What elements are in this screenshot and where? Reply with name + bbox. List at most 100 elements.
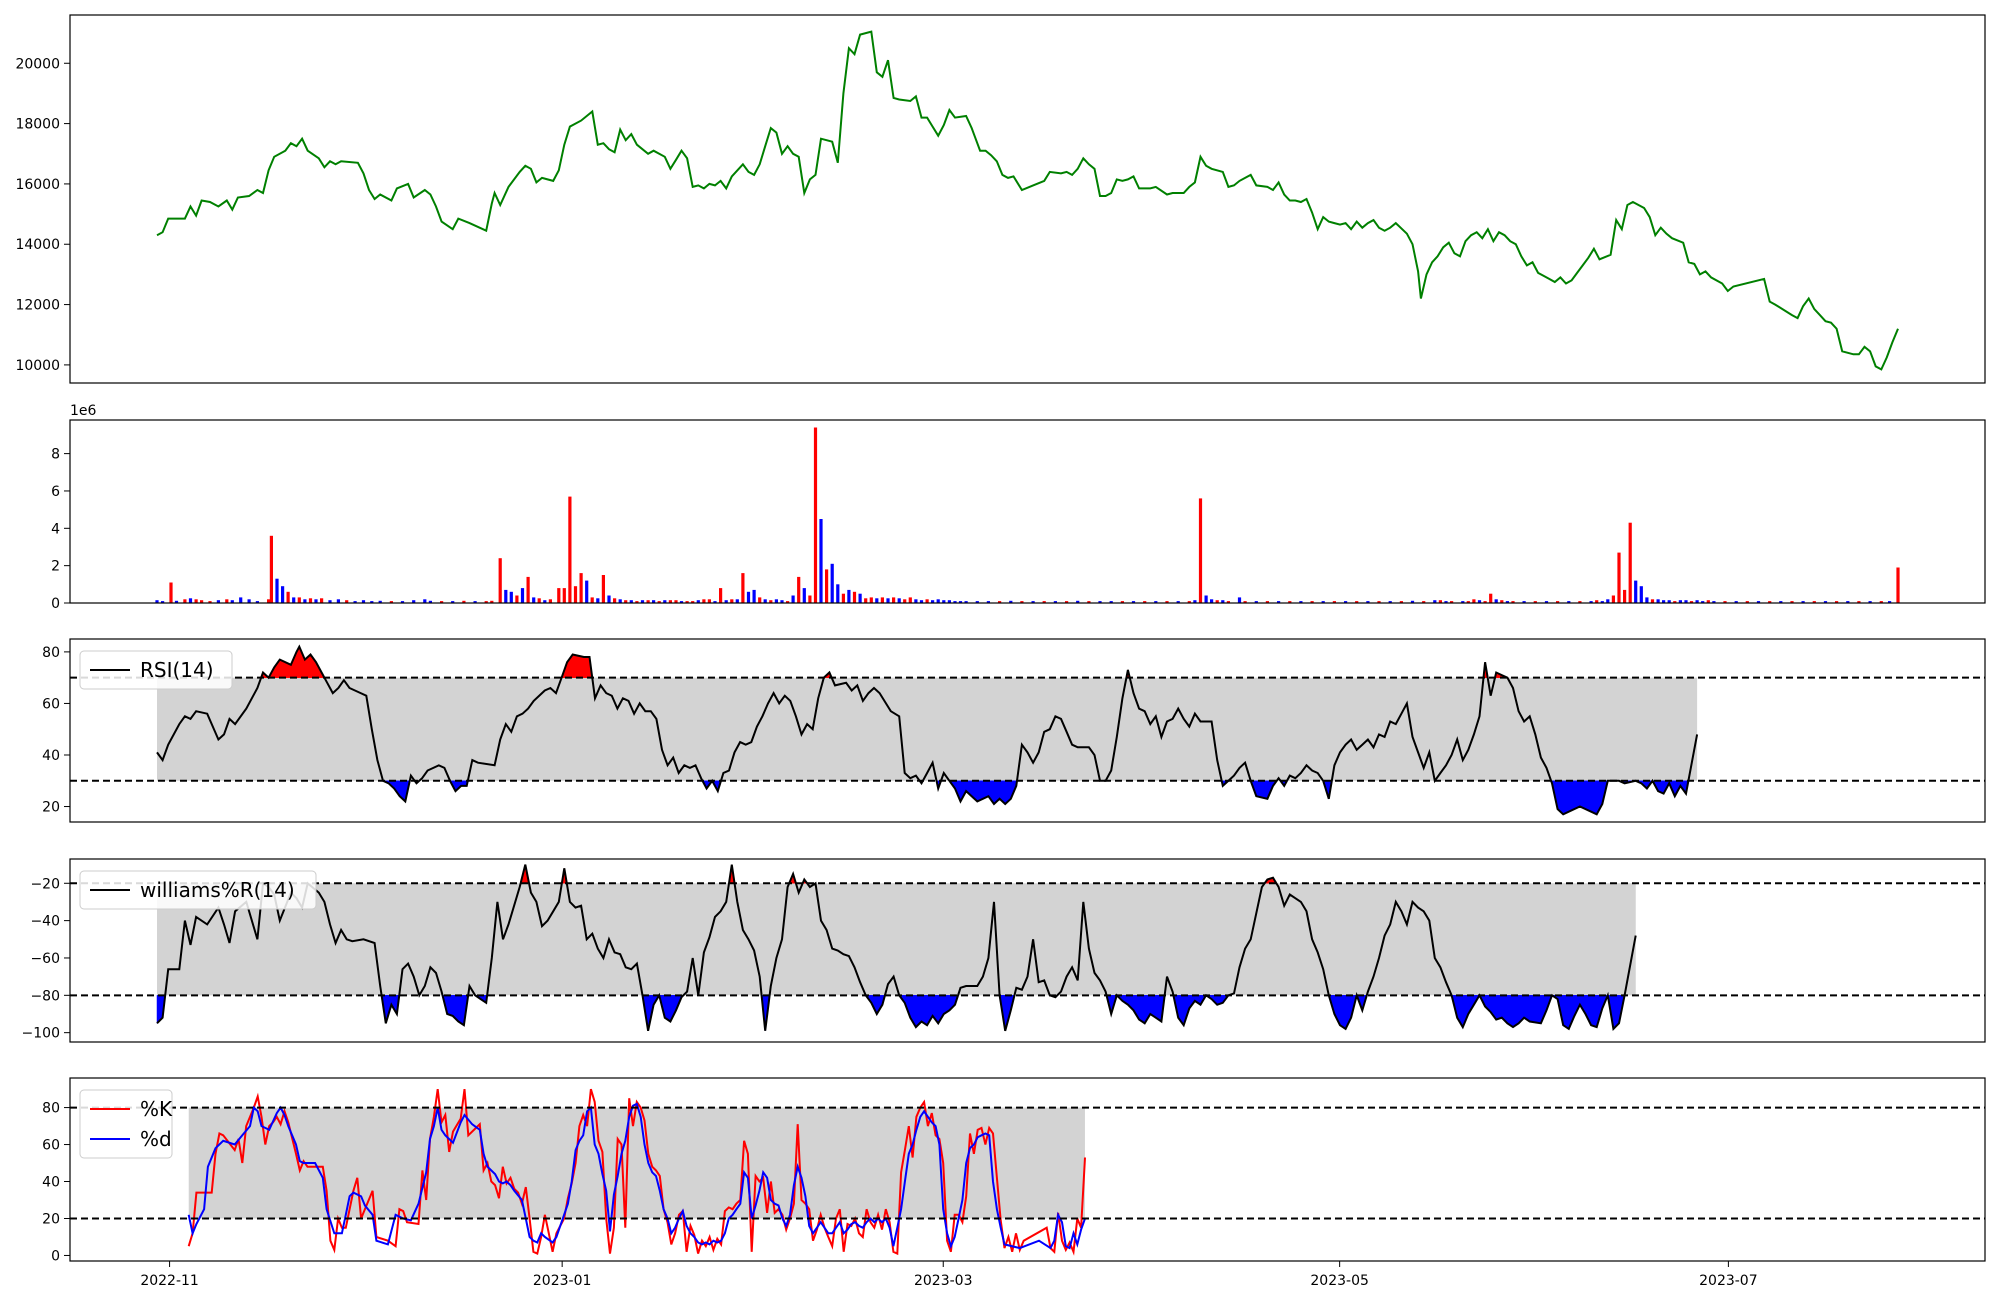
volume-bar: [267, 599, 271, 603]
williams-ytick-label: −60: [30, 951, 60, 967]
volume-bar: [1422, 601, 1426, 603]
volume-bar: [735, 599, 739, 603]
stoch-legend-label: %K: [140, 1097, 173, 1121]
volume-bar: [892, 597, 896, 603]
volume-bar: [1779, 601, 1783, 603]
volume-bar: [1120, 601, 1124, 603]
volume-bar: [931, 600, 935, 603]
volume-bar: [1438, 600, 1442, 603]
volume-bar: [1689, 601, 1694, 603]
volume-bar: [378, 600, 382, 603]
volume-bar: [216, 600, 220, 603]
volume-bar: [1065, 601, 1069, 603]
volume-bar: [702, 599, 706, 603]
volume-bar: [292, 597, 296, 603]
volume-bar: [361, 600, 366, 603]
volume-bar: [557, 588, 561, 603]
volume-bar: [635, 601, 639, 603]
volume-bar: [769, 600, 773, 603]
volume-bar: [1277, 601, 1281, 603]
volume-bar: [328, 600, 332, 603]
volume-bar: [707, 599, 711, 603]
volume-bar: [1226, 601, 1230, 603]
stoch-legend-label: %d: [140, 1127, 172, 1151]
price-ytick-label: 10000: [15, 358, 60, 374]
volume-ytick-label: 6: [51, 484, 60, 500]
volume-bar: [400, 601, 405, 603]
volume-bar: [1823, 601, 1828, 603]
volume-bar: [308, 598, 313, 603]
volume-bar: [1131, 601, 1136, 603]
rsi-line: [156, 644, 1699, 816]
volume-bar: [925, 599, 929, 603]
volume-bar: [281, 586, 285, 603]
stoch-ytick-label: 20: [42, 1211, 60, 1227]
rsi-ytick-label: 40: [42, 748, 60, 764]
stoch-ytick-label: 80: [42, 1101, 60, 1117]
rsi-legend-label: RSI(14): [140, 658, 214, 682]
volume-bar: [1556, 601, 1560, 603]
volume-bar: [1656, 599, 1660, 603]
volume-bar: [568, 496, 572, 603]
volume-bar: [1522, 601, 1526, 603]
volume-bar: [573, 586, 578, 603]
date-xtick-label: 2022-11: [140, 1273, 199, 1289]
volume-bar: [1734, 601, 1738, 603]
rsi-panel: 20 40 60 80 RSI(14): [42, 638, 1986, 823]
volume-bar: [1444, 601, 1448, 603]
volume-bar: [155, 600, 159, 603]
volume-bar: [719, 588, 723, 603]
volume-bar: [498, 558, 502, 603]
volume-bar: [353, 601, 357, 603]
rsi-axes-frame: [69, 638, 1986, 823]
volume-ytick-label: 0: [51, 596, 60, 612]
volume-bar: [607, 595, 611, 603]
volume-bar: [1143, 601, 1147, 603]
volume-bar: [1053, 601, 1057, 603]
volume-bar: [774, 599, 778, 603]
volume-bar: [975, 601, 979, 603]
volume-bar: [548, 599, 552, 603]
volume-bar: [286, 591, 290, 603]
volume-bar: [1768, 601, 1772, 603]
williams-ytick-label: −100: [22, 1026, 60, 1042]
rsi-band-fill: [157, 677, 1698, 781]
volume-bar: [320, 598, 324, 603]
volume-bar: [1198, 498, 1203, 603]
volume-bar: [875, 598, 879, 603]
volume-bar: [161, 601, 165, 603]
volume-bar: [674, 600, 678, 603]
volume-bar: [1756, 601, 1761, 603]
volume-bar: [1678, 600, 1682, 603]
volume-bar: [758, 597, 762, 603]
volume-bar: [613, 598, 617, 603]
volume-bar: [1310, 601, 1314, 603]
volume-bar: [1606, 599, 1610, 603]
volume-bar: [1868, 601, 1872, 603]
williams-ytick-label: −40: [30, 914, 60, 930]
volume-bar: [1187, 601, 1191, 603]
volume-bar: [1673, 601, 1677, 603]
volume-bar: [1466, 601, 1470, 603]
volume-bar: [1098, 601, 1102, 603]
volume-bar: [763, 599, 767, 603]
volume-ytick-label: 4: [51, 521, 60, 537]
volume-bar: [1879, 601, 1883, 603]
volume-bar: [819, 519, 823, 603]
volume-bar: [1701, 601, 1705, 603]
price-ytick-label: 12000: [15, 298, 60, 314]
volume-bar: [741, 573, 745, 603]
volume-bar: [640, 600, 645, 603]
volume-bar: [1511, 601, 1515, 603]
volume-bar: [998, 601, 1002, 603]
volume-bar: [1835, 601, 1839, 603]
stoch-ytick-label: 40: [42, 1175, 60, 1191]
volume-ytick-label: 8: [51, 447, 60, 463]
volume-bar: [1639, 586, 1643, 603]
volume-bar: [624, 600, 628, 603]
volume-bar: [389, 601, 393, 603]
volume-bar: [685, 601, 689, 603]
volume-axes-frame: [69, 419, 1986, 604]
volume-bar: [841, 593, 845, 603]
